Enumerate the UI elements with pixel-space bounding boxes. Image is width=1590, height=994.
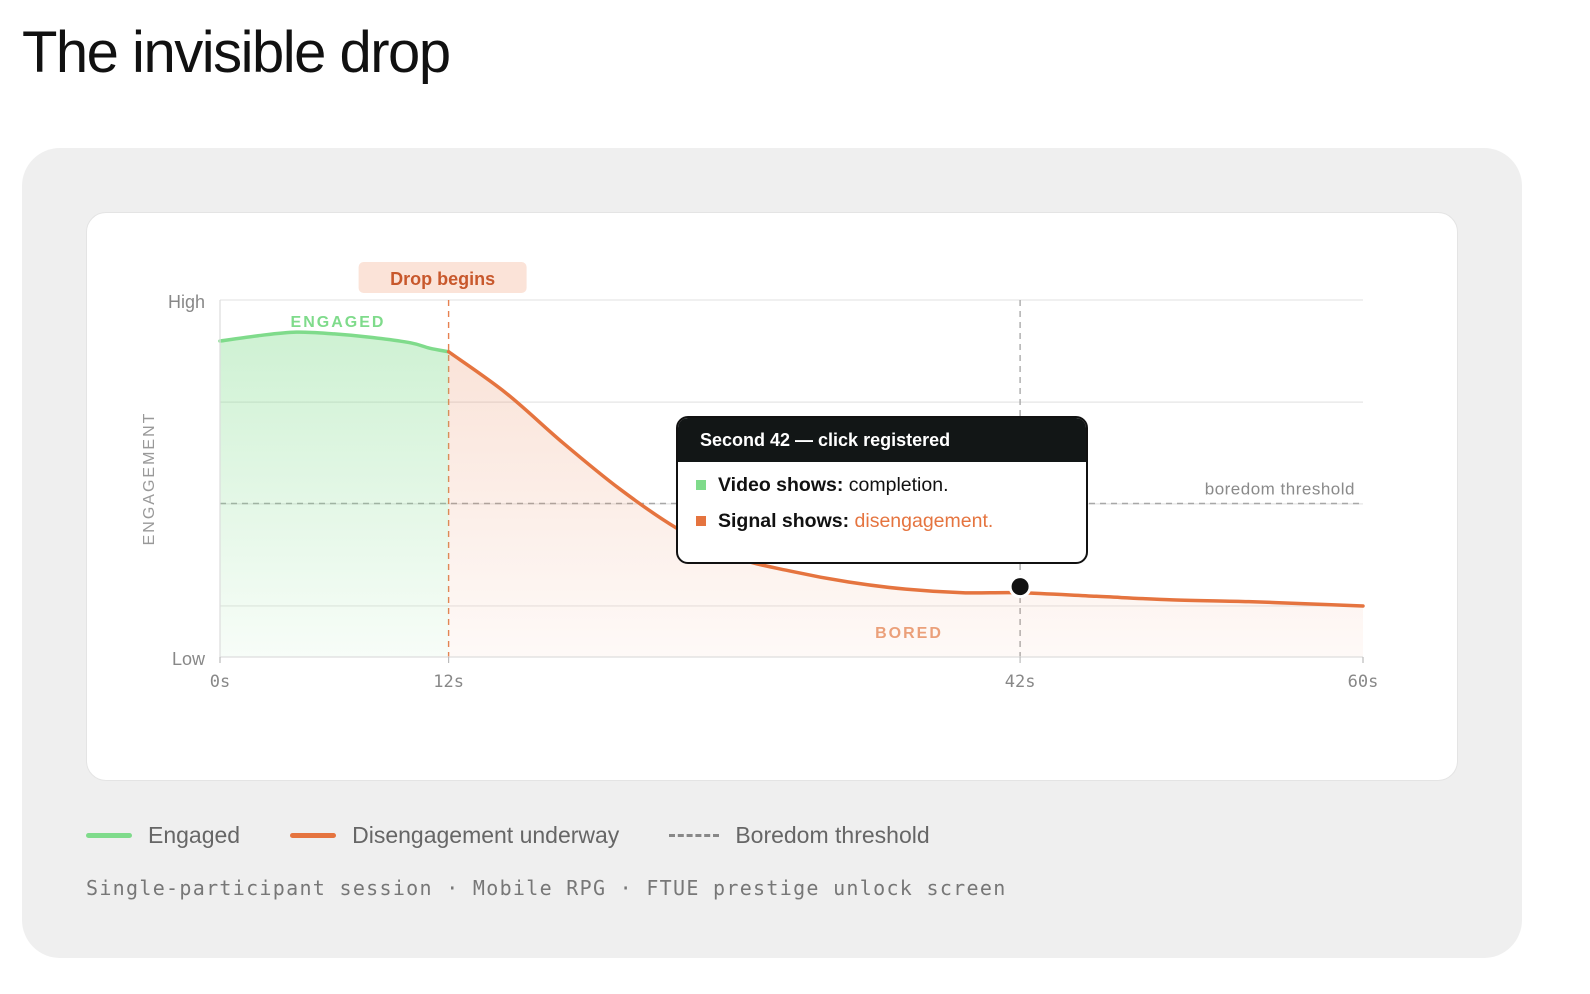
x-tick-label: 60s — [1348, 672, 1379, 692]
legend-label: Boredom threshold — [735, 821, 930, 848]
footnote: Single-participant session · Mobile RPG … — [86, 876, 1007, 900]
legend-swatch-engaged — [86, 832, 132, 838]
legend-swatch-disengagement — [290, 832, 337, 838]
tooltip-row-value: completion. — [848, 474, 949, 496]
x-tick-label: 42s — [1005, 672, 1036, 692]
drop-begins-badge — [358, 262, 527, 293]
tooltip-swatch-signal — [696, 516, 706, 526]
engaged-zone-label: ENGAGED — [291, 314, 386, 331]
y-tick-label-low: Low — [172, 649, 206, 669]
threshold-label: boredom threshold — [1205, 479, 1355, 498]
engaged-line — [218, 330, 451, 354]
legend-item-engaged: Engaged — [86, 822, 240, 849]
x-tick-label: 12s — [433, 672, 464, 692]
x-tick-label: 0s — [210, 672, 230, 692]
tooltip-swatch-video — [696, 480, 706, 490]
disengaged-line — [446, 350, 1365, 608]
legend-item-threshold: Boredom threshold — [669, 821, 930, 849]
legend-label: Disengagement underway — [352, 821, 620, 848]
tooltip-row-signal: Signal shows: disengagement. — [696, 510, 993, 533]
drop-begins-label: Drop begins — [390, 269, 495, 289]
tooltip-row-label: Signal shows: — [718, 510, 850, 532]
tooltip-row-label: Video shows: — [718, 474, 844, 496]
click-point — [1008, 575, 1032, 599]
legend: Engaged Disengagement underway Boredom t… — [86, 818, 980, 852]
tooltip-row-value: disengagement. — [854, 510, 994, 532]
engaged-area — [220, 332, 449, 657]
tooltip-title: Second 42 — click registered — [678, 418, 1086, 462]
bored-zone-label: BORED — [875, 625, 943, 642]
disengaged-area — [448, 351, 1364, 657]
legend-item-disengagement: Disengagement underway — [290, 822, 619, 849]
legend-label: Engaged — [148, 821, 241, 848]
legend-swatch-threshold — [669, 833, 720, 837]
tooltip: Second 42 — click registered Video shows… — [676, 416, 1088, 564]
y-axis-label: ENGAGEMENT — [141, 412, 158, 546]
tooltip-row-video: Video shows: completion. — [696, 474, 948, 497]
y-tick-label-high: High — [168, 292, 205, 312]
page-title: The invisible drop — [22, 20, 451, 85]
